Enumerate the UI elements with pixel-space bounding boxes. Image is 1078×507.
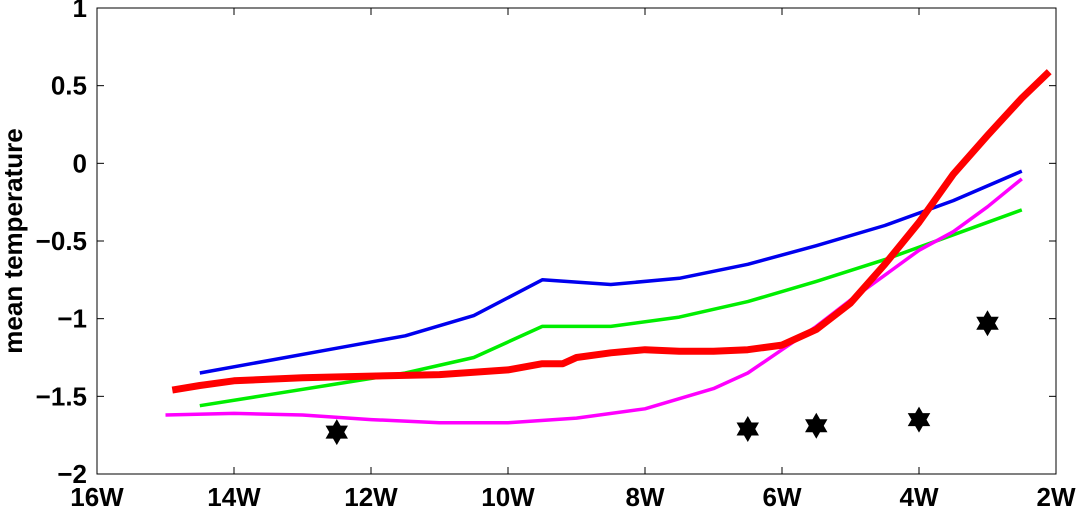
marker-point-4 — [907, 406, 931, 433]
y-axis-label: mean temperature — [0, 128, 28, 353]
x-tick-label: 10W — [481, 482, 535, 507]
x-tick-label: 2W — [1037, 482, 1076, 507]
series-line-1 — [199, 169, 1023, 375]
marker-point-5 — [976, 310, 999, 337]
y-axis-ticks: 1 0.5 0 −0.5 −1 −1.5 −2 — [36, 0, 1056, 489]
x-tick-label: 14W — [207, 482, 261, 507]
series-line-3 — [165, 177, 1023, 425]
x-tick-label: 6W — [763, 482, 802, 507]
marker-point-2 — [736, 415, 759, 443]
x-tick-label: 12W — [344, 482, 398, 507]
x-tick-label: 8W — [626, 482, 665, 507]
x-tick-label: 16W — [70, 482, 124, 507]
series-line-4 — [171, 69, 1052, 394]
y-tick-label: 1 — [73, 0, 87, 23]
marker-point-1 — [325, 419, 348, 446]
x-axis-ticks: 16W 14W 12W 10W 8W 6W 4W 2W — [70, 8, 1076, 507]
y-tick-label: −1 — [57, 304, 87, 334]
x-tick-label: 4W — [900, 482, 939, 507]
y-tick-label: 0.5 — [51, 71, 87, 101]
series-layer — [165, 69, 1052, 425]
marker-point-3 — [805, 412, 828, 439]
y-tick-label: −2 — [57, 459, 87, 489]
y-tick-label: −1.5 — [36, 381, 87, 411]
y-tick-label: −0.5 — [36, 226, 87, 256]
plot-area — [96, 7, 1057, 475]
marker-layer — [325, 310, 999, 446]
y-tick-label: 0 — [73, 148, 87, 178]
